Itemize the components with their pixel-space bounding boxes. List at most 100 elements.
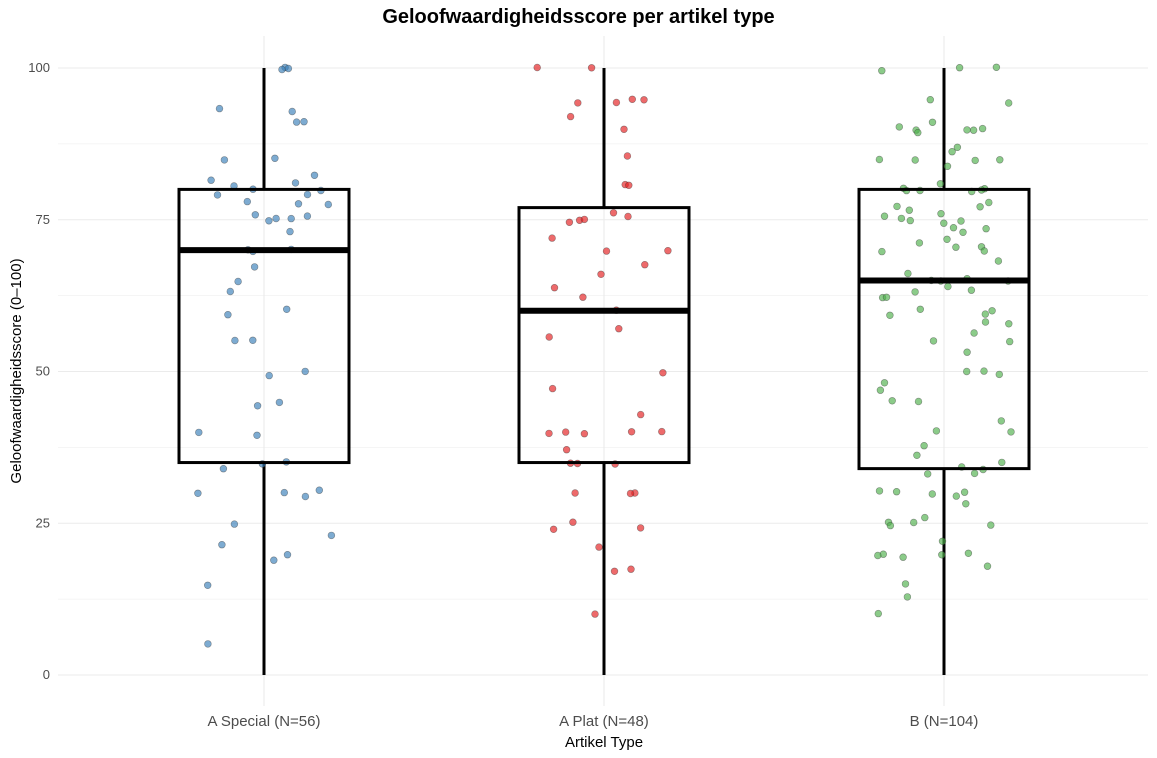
data-point xyxy=(300,117,308,126)
data-point xyxy=(914,397,923,406)
data-point xyxy=(204,581,212,589)
data-point xyxy=(878,247,886,256)
data-point xyxy=(1007,428,1015,436)
data-point xyxy=(949,224,958,232)
data-point xyxy=(324,200,332,209)
data-point xyxy=(609,209,618,217)
y-tick-label: 75 xyxy=(36,212,50,227)
data-point xyxy=(218,540,226,549)
data-point xyxy=(303,212,312,220)
y-axis-title: Geloofwaardigheidsscore (0–100) xyxy=(8,258,25,483)
data-point xyxy=(288,107,296,116)
data-point xyxy=(265,371,273,380)
data-point xyxy=(976,203,984,211)
data-point xyxy=(992,63,1001,72)
data-point xyxy=(301,492,310,501)
data-point xyxy=(658,427,666,436)
data-point xyxy=(194,489,202,497)
data-point xyxy=(280,488,288,497)
data-point xyxy=(580,430,589,438)
data-point xyxy=(943,162,952,171)
data-point xyxy=(928,490,936,498)
data-point xyxy=(301,367,309,376)
data-point xyxy=(893,202,901,211)
data-point xyxy=(195,428,203,437)
data-point xyxy=(628,95,636,104)
data-point xyxy=(874,551,882,560)
data-point xyxy=(943,235,951,244)
data-point xyxy=(982,225,990,233)
data-point xyxy=(548,384,557,393)
data-point xyxy=(625,181,633,190)
data-point xyxy=(284,64,293,73)
data-point xyxy=(1004,99,1013,107)
data-point xyxy=(909,518,918,527)
data-point xyxy=(970,329,978,337)
data-point xyxy=(1005,337,1014,346)
data-point xyxy=(251,211,260,219)
data-point xyxy=(880,212,889,220)
data-point xyxy=(574,99,582,107)
data-point xyxy=(969,126,978,134)
data-point xyxy=(886,311,894,319)
data-point xyxy=(915,239,924,247)
data-point xyxy=(571,489,579,497)
data-point xyxy=(627,428,636,436)
data-point xyxy=(215,104,224,113)
data-point xyxy=(901,580,910,588)
data-point xyxy=(249,336,257,344)
data-point xyxy=(886,521,895,530)
data-point xyxy=(904,269,912,278)
data-point xyxy=(929,337,938,345)
data-point xyxy=(234,277,242,286)
x-tick-label: B (N=104) xyxy=(910,713,979,730)
whiskers xyxy=(262,68,946,675)
data-point xyxy=(287,214,295,223)
data-point xyxy=(271,154,279,163)
data-point xyxy=(626,489,635,498)
data-point xyxy=(996,156,1004,164)
data-point xyxy=(920,442,928,450)
data-point xyxy=(550,284,559,292)
data-point xyxy=(905,206,913,214)
data-point xyxy=(980,367,988,375)
data-point xyxy=(591,610,599,618)
data-point xyxy=(565,218,574,227)
data-point xyxy=(265,217,273,225)
y-tick-label: 100 xyxy=(28,60,50,75)
data-point xyxy=(278,65,286,74)
x-tick-label: A Special (N=56) xyxy=(208,713,321,730)
data-point xyxy=(283,305,291,313)
data-point xyxy=(906,216,914,225)
data-point xyxy=(892,488,901,496)
data-point xyxy=(641,261,649,269)
data-point xyxy=(623,152,632,160)
data-point xyxy=(1005,320,1013,328)
data-point xyxy=(876,386,885,394)
data-point xyxy=(294,200,303,208)
data-point xyxy=(874,609,882,618)
data-point xyxy=(624,212,632,221)
data-point xyxy=(981,310,989,318)
data-point xyxy=(270,556,278,564)
data-point xyxy=(988,307,996,315)
data-point xyxy=(962,500,970,508)
data-point xyxy=(964,549,973,557)
data-point xyxy=(226,287,235,296)
data-point xyxy=(566,112,575,121)
data-point xyxy=(283,550,292,559)
data-point xyxy=(903,593,912,601)
data-point xyxy=(545,333,553,341)
data-point xyxy=(882,293,891,301)
data-point xyxy=(962,367,971,376)
data-point xyxy=(932,427,941,435)
data-point xyxy=(548,234,556,242)
data-point xyxy=(878,66,886,75)
data-point xyxy=(997,417,1005,425)
data-point xyxy=(938,551,946,559)
data-point xyxy=(207,176,215,184)
data-point xyxy=(327,531,336,540)
data-point xyxy=(253,402,262,410)
data-point xyxy=(310,171,319,180)
